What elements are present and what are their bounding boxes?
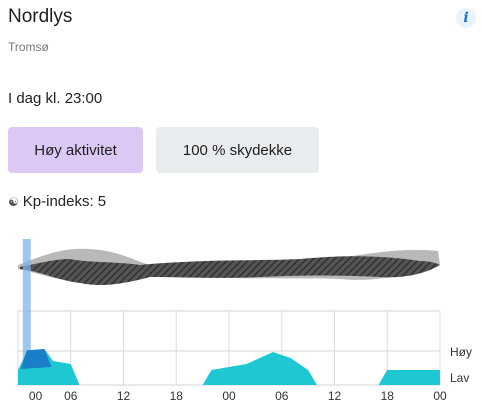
page-title: Nordlys	[8, 6, 73, 27]
aurora-high-peak	[20, 349, 52, 369]
x-tick-label: 06	[275, 389, 289, 403]
activity-badge: Høy aktivitet	[8, 127, 143, 173]
aurora-forecast-chart[interactable]: 00 06 12 18 00 06 12 18 00 Høy Lav	[0, 225, 482, 405]
kp-index: ☯ Kp-indeks: 5	[8, 193, 106, 210]
cloud-cover-band	[18, 248, 440, 285]
cloud-band-dark	[20, 256, 440, 285]
x-tick-label: 00	[222, 389, 236, 403]
cloud-cover-label: 100 % skydekke	[182, 141, 293, 159]
forecast-time: I dag kl. 23:00	[8, 90, 103, 107]
x-tick-label: 12	[328, 389, 342, 403]
x-tick-label: 12	[117, 389, 131, 403]
activity-label: Høy aktivitet	[34, 141, 117, 159]
x-tick-label: 00	[433, 389, 447, 403]
y-label-low: Lav	[450, 371, 469, 385]
aurora-icon: ☯	[8, 194, 19, 209]
aurora-activity-area	[18, 349, 440, 385]
x-axis-ticks: 00 06 12 18 00 06 12 18 00	[29, 389, 447, 403]
x-tick-label: 06	[64, 389, 78, 403]
y-label-high: Høy	[450, 345, 472, 359]
selected-hour-indicator[interactable]	[22, 239, 31, 385]
kp-index-label: Kp-indeks: 5	[22, 193, 107, 210]
x-tick-label: 18	[170, 389, 184, 403]
chart-grid	[17, 310, 441, 386]
info-icon[interactable]: i	[456, 8, 476, 28]
location-label: Tromsø	[8, 40, 49, 54]
cloud-cover-badge: 100 % skydekke	[156, 127, 319, 173]
x-tick-label: 00	[29, 389, 43, 403]
x-tick-label: 18	[381, 389, 395, 403]
